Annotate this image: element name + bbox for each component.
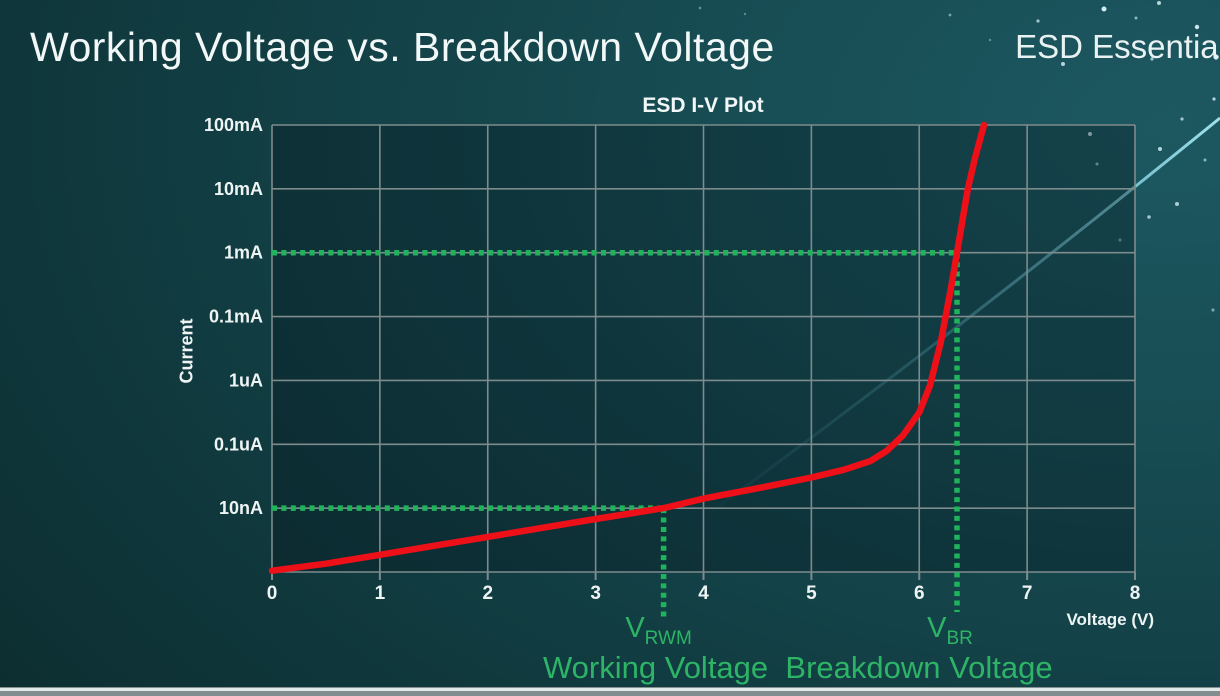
- particle-dot: [988, 38, 992, 42]
- x-axis-label: Voltage (V): [1066, 610, 1154, 629]
- particle-dot: [1175, 202, 1179, 206]
- y-tick-label: 10mA: [214, 179, 263, 199]
- particle-dot: [1088, 132, 1092, 136]
- x-tick-label: 5: [806, 583, 817, 604]
- vrwm-caption: Working Voltage: [542, 650, 769, 685]
- x-tick-label: 4: [698, 583, 709, 604]
- particle-dot: [743, 12, 747, 16]
- particle-dot: [1095, 162, 1099, 166]
- brand-label: ESD Essential: [1015, 28, 1220, 65]
- particle-dot: [1158, 147, 1162, 151]
- vrwm-symbol: VRWM: [625, 612, 692, 649]
- particle-dot: [1118, 238, 1122, 242]
- particle-dot: [1213, 54, 1219, 60]
- bottom-strip: [0, 687, 1220, 696]
- y-tick-label: 10nA: [219, 498, 263, 518]
- particle-dot: [1061, 62, 1065, 66]
- page-title: Working Voltage vs. Breakdown Voltage: [30, 24, 775, 70]
- particle-dot: [1147, 215, 1151, 219]
- particle-dot: [698, 6, 702, 10]
- x-tick-label: 0: [267, 583, 278, 604]
- particle-dot: [1211, 308, 1215, 312]
- particle-dot: [948, 13, 952, 17]
- particle-dot: [1194, 24, 1200, 30]
- y-tick-label: 1mA: [224, 243, 263, 263]
- x-tick-label: 7: [1022, 583, 1033, 604]
- chart-title: ESD I-V Plot: [642, 94, 764, 117]
- x-tick-label: 2: [482, 583, 493, 604]
- y-tick-label: 100mA: [204, 115, 263, 135]
- particle-dot: [1036, 19, 1040, 23]
- x-tick-label: 6: [914, 583, 925, 604]
- swoosh-line: [699, 116, 1220, 522]
- particle-dot: [1180, 117, 1184, 121]
- y-axis-label: Current: [176, 318, 197, 384]
- y-tick-label: 0.1uA: [214, 434, 263, 454]
- particle-dot: [1101, 6, 1107, 12]
- y-tick-label: 0.1mA: [209, 307, 263, 327]
- particle-dot: [1134, 16, 1138, 20]
- particle-dot: [1203, 158, 1207, 162]
- vbr-caption: Breakdown Voltage: [785, 650, 1053, 685]
- iv-curve: [268, 121, 988, 574]
- y-tick-label: 1uA: [229, 370, 263, 390]
- x-tick-label: 8: [1130, 583, 1141, 604]
- particle-dot: [1157, 1, 1161, 5]
- x-tick-label: 1: [375, 583, 386, 604]
- vbr-symbol: VBR: [927, 612, 973, 649]
- particle-dot: [1150, 57, 1154, 61]
- particle-dot: [1212, 97, 1216, 101]
- x-tick-label: 3: [590, 583, 601, 604]
